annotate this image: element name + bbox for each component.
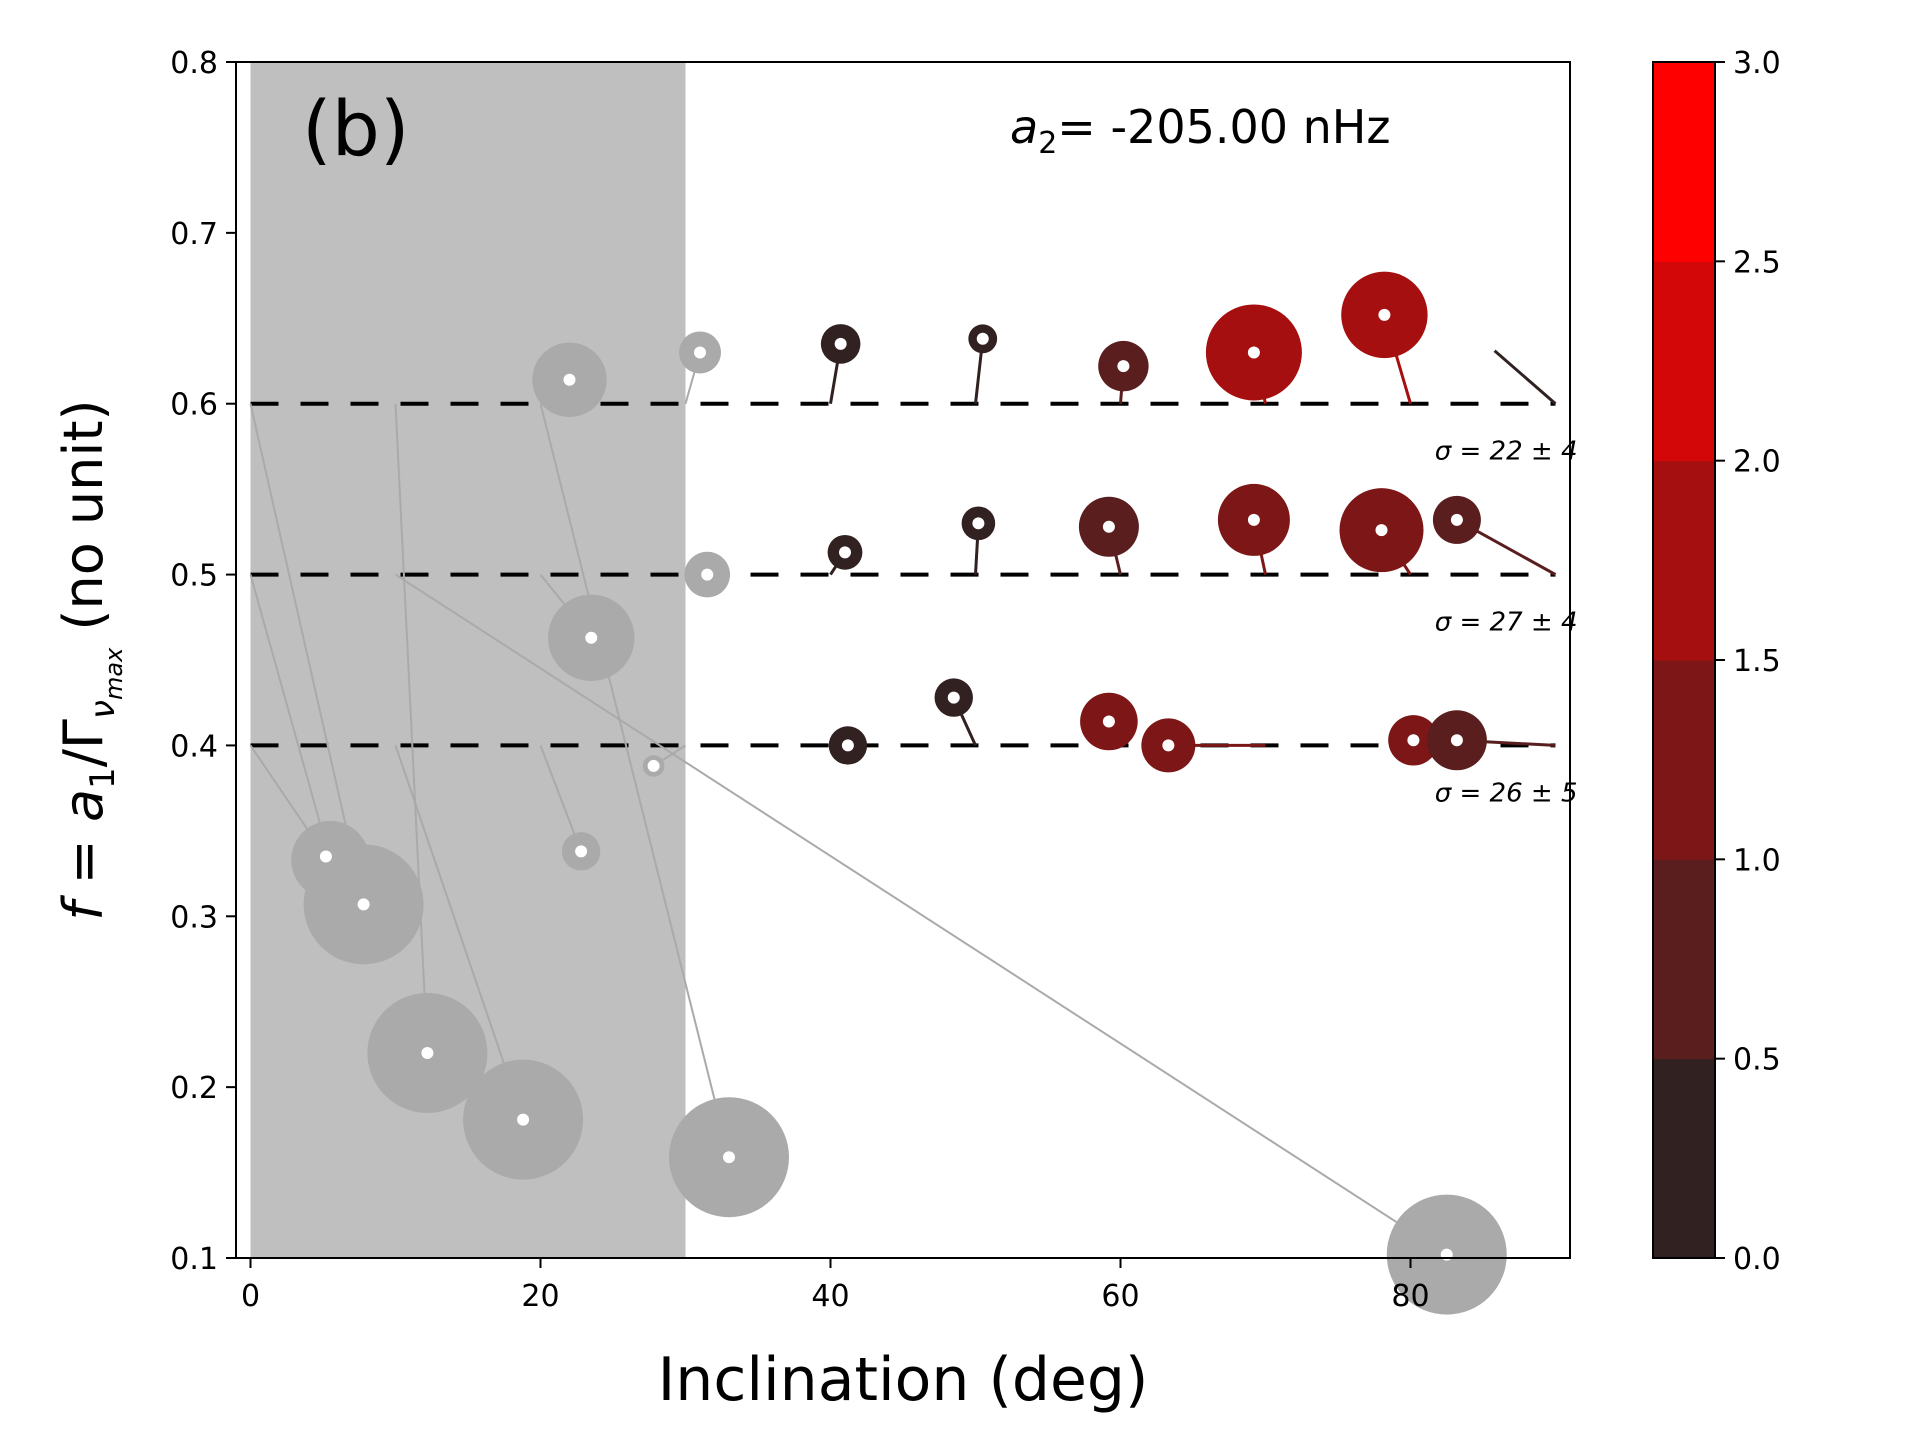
data-point-center-17 [972,517,985,530]
y-tick-label-0: 0.1 [170,1242,218,1277]
data-point-center-13 [834,337,847,350]
plot-area: σ = 22 ± 4 σ = 27 ± 4 σ = 26 ± 5 [235,61,1578,1315]
a2-subscript: 2 [1038,126,1057,161]
y-tick-label-5: 0.6 [170,388,218,423]
data-point-center-7 [585,631,598,644]
data-point-center-25 [1378,308,1391,321]
y-label-sub2: ν [83,700,123,719]
a2-value: = -205.00 nHz [1057,100,1390,154]
colorbar-tick-label-5: 2.5 [1733,245,1781,280]
data-point-center-0 [357,898,370,911]
data-point-center-18 [947,691,960,704]
data-point-center-14 [839,546,851,559]
data-point-center-15 [841,739,854,752]
colorbar-segment-0 [1653,1058,1715,1259]
y-axis-label: f = a1/Γνmax (no unit) [52,399,128,920]
data-point-center-9 [563,373,576,386]
data-point-center-2 [319,850,332,863]
y-label-sub3: max [100,647,128,700]
colorbar-tick-label-4: 2.0 [1733,445,1781,480]
colorbar-tick-label-0: 0.0 [1733,1242,1781,1277]
colorbar-tick-label-6: 3.0 [1733,46,1781,81]
data-point-center-16 [976,332,989,345]
a2-annotation: a2= -205.00 nHz [1010,100,1391,161]
connector-line-28 [1493,349,1557,405]
x-tick-label-3: 60 [1101,1279,1139,1314]
x-tick-label-4: 80 [1391,1279,1429,1314]
data-point-center-23 [1247,513,1260,526]
colorbar: 0.0 0.5 1.0 1.5 2.0 2.5 3.0 [1652,46,1781,1277]
x-tick-label-0: 0 [241,1279,260,1314]
connector-line-3 [394,403,429,1054]
y-tick-label-7: 0.8 [170,46,218,81]
data-point-center-12 [647,759,660,772]
x-axis-label: Inclination (deg) [658,1345,1149,1415]
data-point-center-8 [575,845,588,858]
sigma-label-1: σ = 27 ± 4 [1435,608,1578,638]
a2-symbol: a [1010,100,1038,154]
sigma-labels: σ = 22 ± 4 σ = 27 ± 4 σ = 26 ± 5 [1435,437,1578,809]
data-point-center-30 [1450,734,1463,747]
y-tick-label-4: 0.5 [170,559,218,594]
y-tick-label-1: 0.2 [170,1071,218,1106]
data-point-center-21 [1102,715,1115,728]
data-point-center-11 [701,568,714,581]
reference-lines [250,401,1556,748]
sigma-label-0: σ = 22 ± 4 [1435,437,1578,467]
data-point-center-29 [1450,513,1463,526]
y-label-main: f = a [52,789,115,921]
data-point-center-10 [694,346,706,359]
colorbar-segment-2 [1653,660,1715,860]
connector-line-0 [249,403,365,905]
connector-line-6 [539,403,730,1158]
colorbar-tick-label-1: 0.5 [1733,1043,1781,1078]
data-point-center-6 [723,1151,735,1164]
data-markers [291,271,1507,1315]
panel-label: (b) [302,84,410,173]
colorbar-segment-1 [1653,859,1715,1060]
data-point-center-24 [1162,739,1175,752]
colorbar-tick-label-3: 1.5 [1733,644,1781,679]
y-tick-label-2: 0.3 [170,900,218,935]
data-point-center-5 [517,1113,530,1126]
data-point-center-20 [1102,520,1115,533]
y-tick-label-6: 0.7 [170,217,218,252]
sigma-label-2: σ = 26 ± 5 [1435,778,1578,808]
x-tick-label-1: 20 [521,1279,559,1314]
colorbar-tick-label-2: 1.0 [1733,843,1781,878]
plot-frame [235,61,1571,1259]
colorbar-segment-4 [1653,261,1715,462]
data-point-center-22 [1247,346,1260,359]
x-tick-label-2: 40 [811,1279,849,1314]
data-point-center-19 [1117,360,1130,373]
connector-line-5 [394,745,525,1120]
connector-line-1 [249,574,332,861]
y-label-sub1: 1 [83,767,123,789]
colorbar-segment-5 [1653,62,1715,262]
y-label-mid: /Γ [52,719,115,767]
y-axis: 0.1 0.2 0.3 0.4 0.5 0.6 0.7 0.8 [170,46,236,1277]
y-tick-label-3: 0.4 [170,729,218,764]
y-label-suffix: (no unit) [52,399,115,647]
data-point-center-3 [421,1046,434,1059]
colorbar-segment-3 [1653,460,1715,661]
data-point-center-26 [1375,524,1388,537]
x-axis: 0 20 40 60 80 [241,1258,1430,1314]
connector-line-4 [394,573,1448,1256]
data-point-center-27 [1407,734,1420,747]
